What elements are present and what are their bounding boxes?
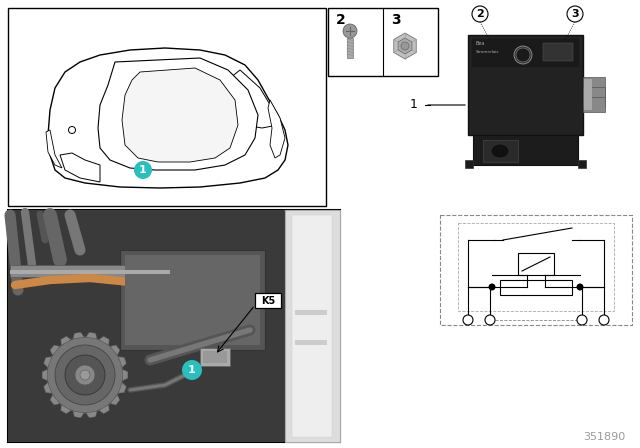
Text: Bea: Bea <box>476 41 485 46</box>
Polygon shape <box>118 357 126 367</box>
Bar <box>347 38 353 58</box>
Circle shape <box>463 315 473 325</box>
Text: 2: 2 <box>336 13 346 27</box>
Polygon shape <box>42 369 47 381</box>
Text: 1: 1 <box>139 165 147 175</box>
Bar <box>8 8 326 206</box>
Circle shape <box>134 161 152 179</box>
Bar <box>471 38 580 68</box>
Polygon shape <box>268 100 285 158</box>
Polygon shape <box>98 58 258 170</box>
Polygon shape <box>50 345 60 355</box>
Text: 1: 1 <box>188 365 196 375</box>
Circle shape <box>567 6 583 22</box>
Polygon shape <box>60 153 100 182</box>
Polygon shape <box>46 130 62 168</box>
Bar <box>543 43 573 61</box>
Bar <box>583 77 605 102</box>
Text: K5: K5 <box>261 296 275 306</box>
Bar <box>10 270 170 274</box>
Circle shape <box>516 48 530 62</box>
Polygon shape <box>110 345 120 355</box>
Bar <box>584 99 592 110</box>
Bar <box>584 89 592 105</box>
Polygon shape <box>61 336 71 345</box>
Polygon shape <box>86 411 97 418</box>
Polygon shape <box>44 357 52 367</box>
Circle shape <box>577 315 587 325</box>
Bar <box>473 135 578 165</box>
Polygon shape <box>61 405 71 414</box>
Polygon shape <box>48 48 288 188</box>
Circle shape <box>80 370 90 380</box>
Bar <box>295 340 327 345</box>
Text: 1: 1 <box>410 99 418 112</box>
Bar <box>255 293 281 308</box>
Text: 2: 2 <box>476 9 484 19</box>
Polygon shape <box>50 395 60 405</box>
Polygon shape <box>99 336 109 345</box>
Bar <box>203 351 227 363</box>
Circle shape <box>488 284 495 290</box>
Bar <box>483 140 518 162</box>
Polygon shape <box>123 369 128 381</box>
Circle shape <box>401 42 409 50</box>
Bar <box>500 280 572 295</box>
Bar <box>328 8 438 76</box>
Circle shape <box>485 315 495 325</box>
Circle shape <box>343 24 357 38</box>
Polygon shape <box>394 33 416 59</box>
Bar <box>468 35 583 135</box>
Text: 3: 3 <box>571 9 579 19</box>
Polygon shape <box>86 332 97 339</box>
Text: 3: 3 <box>391 13 401 27</box>
Bar <box>458 223 614 311</box>
Bar <box>295 310 327 315</box>
Polygon shape <box>118 383 126 393</box>
Bar <box>200 348 230 366</box>
Circle shape <box>55 345 115 405</box>
Text: 351890: 351890 <box>583 432 625 442</box>
Bar <box>292 215 332 437</box>
Bar <box>518 253 554 275</box>
Circle shape <box>514 46 532 64</box>
Circle shape <box>68 126 76 134</box>
Circle shape <box>577 284 584 290</box>
Bar <box>120 250 265 350</box>
Polygon shape <box>398 38 412 54</box>
Circle shape <box>472 6 488 22</box>
Bar <box>465 160 473 168</box>
Polygon shape <box>122 68 238 162</box>
Polygon shape <box>73 411 84 418</box>
Polygon shape <box>73 332 84 339</box>
Circle shape <box>75 365 95 385</box>
Polygon shape <box>110 395 120 405</box>
Bar <box>8 210 340 442</box>
Bar <box>125 255 260 345</box>
Polygon shape <box>44 383 52 393</box>
Circle shape <box>599 315 609 325</box>
Polygon shape <box>228 70 278 128</box>
Bar <box>440 215 632 325</box>
Text: Stromrelais: Stromrelais <box>476 50 499 54</box>
Circle shape <box>65 355 105 395</box>
Circle shape <box>47 337 123 413</box>
Bar <box>8 210 340 442</box>
Bar <box>10 265 170 277</box>
Bar <box>578 160 586 168</box>
Bar <box>583 97 605 112</box>
Bar <box>285 210 340 442</box>
Bar <box>583 87 605 107</box>
Circle shape <box>182 360 202 380</box>
Polygon shape <box>99 405 109 414</box>
Bar <box>584 79 592 100</box>
Ellipse shape <box>491 144 509 158</box>
